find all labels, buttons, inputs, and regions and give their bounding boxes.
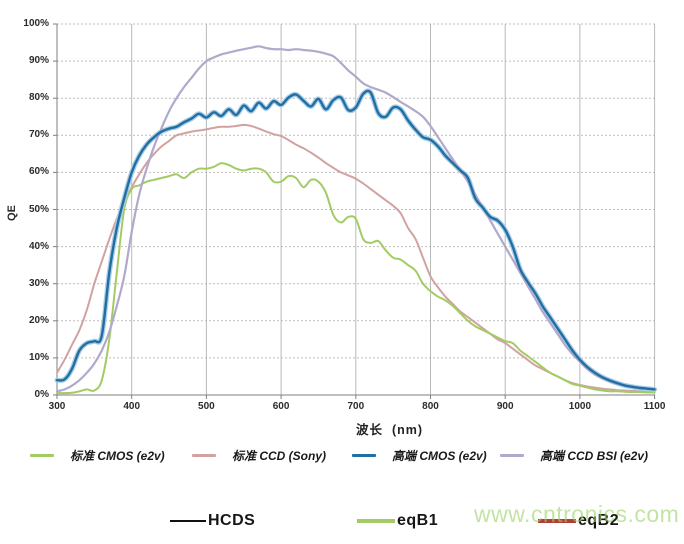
y-tick-label: 30% <box>28 277 49 289</box>
legend-item-hcds: HCDS <box>170 510 255 532</box>
y-tick-label: 100% <box>23 18 49 29</box>
legend-item-std-cmos: 标准 CMOS (e2v) <box>30 446 165 464</box>
y-axis-title: QE <box>6 205 18 221</box>
x-tick-label: 1100 <box>643 401 666 412</box>
y-tick-label: 60% <box>28 166 49 178</box>
x-tick-label: 500 <box>198 401 215 412</box>
y-tick-label: 0% <box>34 389 49 400</box>
x-tick-label: 400 <box>123 401 141 412</box>
eqb2-line-swatch <box>538 519 576 523</box>
hcds-line-swatch <box>170 519 206 523</box>
x-tick-label: 1000 <box>568 401 592 412</box>
series-line-0 <box>56 162 656 395</box>
y-tick-label: 20% <box>28 314 49 326</box>
x-axis-title: 波长 (nm) <box>356 423 424 437</box>
legend-item-eqb1: eqB1 <box>357 510 438 532</box>
site-watermark: www.cntronics.com <box>474 501 680 527</box>
std-cmos-line-swatch <box>30 453 54 457</box>
y-tick-label: 70% <box>28 129 49 141</box>
x-tick-label: 800 <box>422 401 439 412</box>
std-ccd-line-swatch <box>192 453 216 457</box>
x-tick-label: 300 <box>48 401 66 412</box>
x-tick-label: 700 <box>347 401 365 412</box>
y-tick-label: 10% <box>28 351 49 363</box>
hiend-cmos-line-swatch <box>352 453 376 457</box>
x-tick-label: 600 <box>272 401 290 412</box>
y-tick-label: 80% <box>28 92 49 104</box>
hiend-ccd-bsi-label: 高端 CCD BSI (e2v) <box>540 448 649 463</box>
x-tick-label: 900 <box>496 401 514 412</box>
y-tick-label: 50% <box>28 203 49 215</box>
y-tick-label: 40% <box>28 240 49 252</box>
hiend-cmos-label: 高端 CMOS (e2v) <box>392 448 487 463</box>
std-ccd-label: 标准 CCD (Sony) <box>232 448 326 463</box>
legend-item-std-ccd: 标准 CCD (Sony) <box>192 446 326 464</box>
eqb1-label: eqB1 <box>397 512 439 529</box>
eqb2-label: eqB2 <box>578 512 620 529</box>
std-cmos-label: 标准 CMOS (e2v) <box>70 448 165 463</box>
series-line-2 <box>55 89 656 391</box>
legend-item-hiend-ccd-bsi: 高端 CCD BSI (e2v) <box>500 446 648 464</box>
legend-item-hiend-cmos: 高端 CMOS (e2v) <box>352 446 487 464</box>
hcds-label: HCDS <box>208 512 256 529</box>
hiend-ccd-bsi-line-swatch <box>500 453 524 457</box>
legend-item-eqb2: eqB2 <box>538 510 619 532</box>
y-tick-label: 90% <box>28 55 49 67</box>
series-line-3 <box>55 45 656 393</box>
eqb1-line-swatch <box>357 519 395 523</box>
